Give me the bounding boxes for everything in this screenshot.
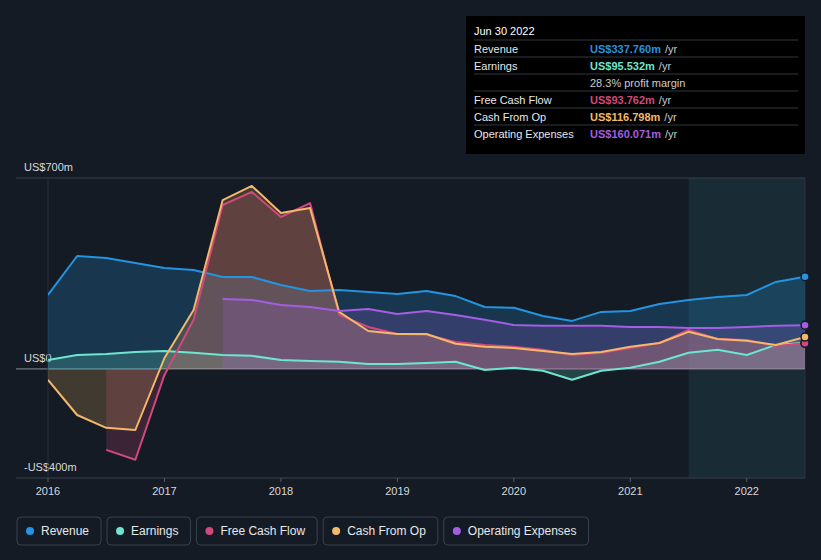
tooltip-value-number: US$160.071m xyxy=(590,128,661,140)
series-line xyxy=(106,192,805,460)
tooltip-note: 28.3% profit margin xyxy=(590,77,685,89)
tooltip-value: US$93.762m/yr xyxy=(590,94,671,106)
legend-label: Cash From Op xyxy=(347,524,426,538)
tooltip-value-number: US$95.532m xyxy=(590,60,655,72)
x-tick-label: 2022 xyxy=(735,485,759,497)
tooltip-value: US$337.760m/yr xyxy=(590,43,678,55)
legend-box xyxy=(323,517,438,545)
legend-item: Cash From Op xyxy=(323,517,438,545)
legend-swatch xyxy=(26,527,34,535)
grid-line xyxy=(16,478,805,479)
y-tick-label: US$0 xyxy=(24,352,52,364)
tooltip-label: Free Cash Flow xyxy=(474,94,552,106)
x-tick xyxy=(164,478,165,482)
tooltip-value-number: US$116.798m xyxy=(590,111,661,123)
tooltip-value-number: US$93.762m xyxy=(590,94,655,106)
legend-box xyxy=(444,517,589,545)
lines xyxy=(48,186,805,460)
tooltip-box xyxy=(466,16,805,154)
x-tick xyxy=(630,478,631,482)
areas xyxy=(48,186,805,460)
series-area xyxy=(48,186,805,430)
legend-label: Earnings xyxy=(131,524,178,538)
grid-line xyxy=(16,178,805,179)
tooltip-value: US$160.071m/yr xyxy=(590,128,678,140)
tooltip-label: Earnings xyxy=(474,60,518,72)
tooltip-separator xyxy=(474,74,798,75)
chart: -US$400m US$0 US$700m 2016 2017 2018 2019 2020 2… xyxy=(0,0,821,560)
legend-swatch xyxy=(116,527,124,535)
series-line xyxy=(48,343,805,380)
x-tick xyxy=(280,478,281,482)
background xyxy=(0,0,821,560)
tooltip-value-number: US$337.760m xyxy=(590,43,661,55)
legend-item: Operating Expenses xyxy=(444,517,589,545)
x-tick-label: 2018 xyxy=(269,485,293,497)
plot-area xyxy=(48,186,805,460)
series-area xyxy=(223,299,805,369)
legend-item: Free Cash Flow xyxy=(196,517,317,545)
x-tick-label: 2017 xyxy=(152,485,176,497)
tooltip-separator xyxy=(474,57,798,58)
legend-box xyxy=(107,517,190,545)
x-tick-label: 2021 xyxy=(618,485,642,497)
legend-box xyxy=(17,517,101,545)
legend-label: Operating Expenses xyxy=(468,524,577,538)
tooltip-value-suffix: /yr xyxy=(665,128,678,140)
x-tick-label: 2019 xyxy=(385,485,409,497)
x-tick xyxy=(513,478,514,482)
legend-item: Earnings xyxy=(107,517,190,545)
tooltip: Jun 30 2022 Revenue US$337.760m/yr Earnings… xyxy=(466,16,805,154)
legend-item: Revenue xyxy=(17,517,101,545)
series-line xyxy=(48,186,805,430)
tooltip-value-suffix: /yr xyxy=(659,60,672,72)
y-tick-label: -US$400m xyxy=(24,461,77,473)
x-tick-label: 2020 xyxy=(502,485,526,497)
legend-box xyxy=(196,517,317,545)
end-point xyxy=(801,273,809,281)
end-point xyxy=(801,321,809,329)
y-tick-label: US$700m xyxy=(24,161,73,173)
legend-label: Revenue xyxy=(41,524,89,538)
tooltip-value: US$116.798m/yr xyxy=(590,111,677,123)
x-tick-label: 2016 xyxy=(36,485,60,497)
axis-line xyxy=(16,478,805,479)
tooltip-value-suffix: /yr xyxy=(665,43,678,55)
tooltip-separator xyxy=(474,40,798,41)
x-tick xyxy=(746,478,747,482)
tooltip-label: Cash From Op xyxy=(474,111,546,123)
tooltip-value-suffix: /yr xyxy=(659,94,672,106)
tooltip-value-suffix: /yr xyxy=(664,111,677,123)
tooltip-separator xyxy=(474,125,798,126)
legend-swatch xyxy=(332,527,340,535)
legend-swatch xyxy=(453,527,461,535)
end-point xyxy=(801,333,809,341)
x-tick xyxy=(48,478,49,482)
tooltip-separator xyxy=(474,108,798,109)
tooltip-label: Revenue xyxy=(474,43,518,55)
series-line xyxy=(223,299,805,328)
tooltip-value: US$95.532m/yr xyxy=(590,60,671,72)
x-tick xyxy=(397,478,398,482)
tooltip-label: Operating Expenses xyxy=(474,128,574,140)
legend-swatch xyxy=(205,527,213,535)
tooltip-title: Jun 30 2022 xyxy=(474,25,535,37)
tooltip-separator xyxy=(474,91,798,92)
legend-label: Free Cash Flow xyxy=(220,524,305,538)
